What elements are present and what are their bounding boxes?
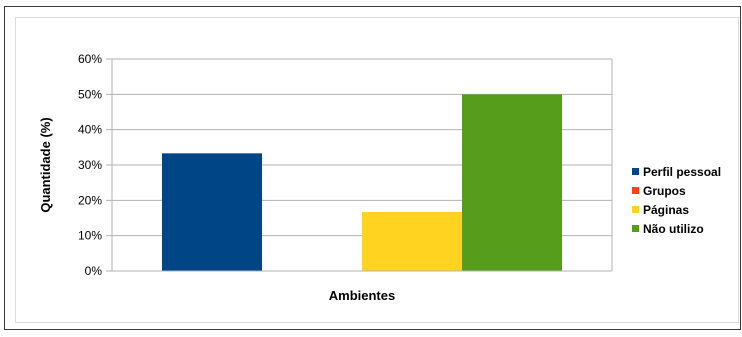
legend-label: Perfil pessoal [643,165,721,179]
legend-swatch [632,187,639,194]
y-tick-label: 60% [78,52,102,66]
chart-frame [4,6,741,330]
legend: Perfil pessoal Grupos Páginas Não utilizo [632,165,721,236]
y-tick-label: 30% [78,158,102,172]
y-tick-label: 50% [78,87,102,101]
legend-swatch [632,206,639,213]
legend-label: Grupos [643,184,686,198]
chart-area-border [15,17,739,323]
legend-swatch [632,225,639,232]
legend-label: Não utilizo [643,222,704,236]
y-axis-title: Quantidade (%) [38,117,53,212]
y-tick-label: 40% [78,123,102,137]
y-tick-labels: 0% 10% 20% 30% 40% 50% 60% [78,52,102,278]
bar-p-ginas [362,211,462,271]
y-tick-label: 0% [85,264,103,278]
legend-swatch [632,168,639,175]
bar-perfil-pessoal [162,153,262,271]
y-tick-label: 10% [78,229,102,243]
legend-label: Páginas [643,203,689,217]
bars-group [162,94,562,271]
y-tick-label: 20% [78,193,102,207]
x-axis-title: Ambientes [329,288,395,303]
bar-n-o-utilizo [462,94,562,271]
